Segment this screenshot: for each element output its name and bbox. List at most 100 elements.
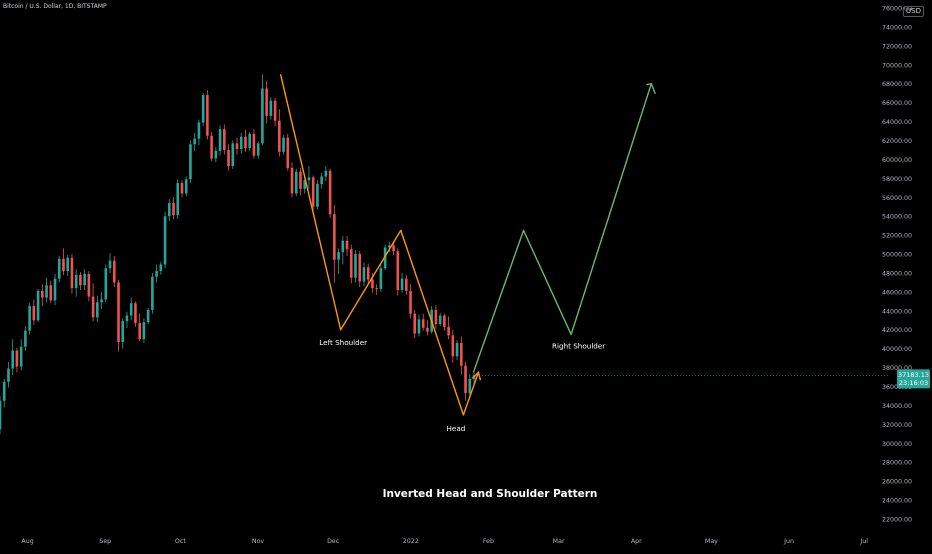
- y-tick-label: 72000.00: [882, 43, 912, 50]
- candle: [354, 250, 357, 283]
- candle: [366, 263, 370, 284]
- y-tick-label: 50000.00: [882, 252, 912, 259]
- candle: [278, 109, 281, 157]
- candle: [66, 254, 70, 276]
- candle: [79, 272, 82, 290]
- candle: [138, 313, 141, 342]
- y-tick-label: 34000.00: [882, 403, 912, 410]
- y-tick-label: 42000.00: [882, 327, 912, 334]
- candle: [36, 289, 40, 323]
- candle: [244, 130, 247, 152]
- candle: [100, 291, 103, 309]
- candle: [24, 325, 27, 351]
- candle: [290, 162, 294, 198]
- candle: [19, 339, 23, 371]
- candles: [0, 74, 476, 434]
- candle: [421, 313, 425, 331]
- y-tick-label: 40000.00: [882, 346, 912, 353]
- candle: [223, 124, 226, 155]
- candle: [159, 261, 163, 275]
- x-tick-label: Jul: [859, 538, 868, 545]
- candle: [108, 253, 112, 273]
- candle: [32, 299, 36, 326]
- candle: [404, 274, 408, 295]
- candle: [451, 329, 455, 363]
- candle: [464, 361, 467, 401]
- chart-title: Inverted Head and Shoulder Pattern: [383, 488, 598, 500]
- candle: [155, 264, 158, 283]
- y-tick-label: 76000.00: [882, 6, 912, 13]
- candle: [125, 311, 129, 328]
- candle: [468, 374, 472, 397]
- candle: [134, 301, 137, 327]
- candle: [112, 255, 116, 288]
- candle: [396, 248, 400, 296]
- candle: [142, 318, 146, 343]
- x-tick-label: Feb: [483, 538, 494, 545]
- candle: [392, 241, 395, 255]
- candle: [197, 119, 201, 146]
- x-tick-label: Dec: [327, 538, 340, 545]
- candle: [146, 307, 150, 325]
- y-tick-label: 46000.00: [882, 289, 912, 296]
- y-tick-label: 28000.00: [882, 460, 912, 467]
- price-tag-countdown: 23:16:03: [899, 379, 928, 387]
- y-tick-label: 74000.00: [882, 24, 912, 31]
- y-axis[interactable]: 22000.00 24000.00 26000.00 28000.00 30000.00…: [882, 6, 912, 524]
- currency-badge[interactable]: USD: [903, 6, 924, 17]
- candle: [172, 197, 175, 220]
- candle: [83, 269, 86, 290]
- candle: [0, 395, 2, 434]
- annotation-label: Right Shoulder: [552, 342, 605, 351]
- price-tag-box: [897, 369, 930, 389]
- candle: [121, 318, 125, 349]
- candle: [443, 313, 446, 331]
- candle: [320, 172, 323, 189]
- candle: [167, 199, 171, 221]
- y-tick-label: 26000.00: [882, 479, 912, 486]
- candle: [328, 168, 332, 219]
- candle: [117, 279, 120, 352]
- x-tick-label: May: [705, 538, 718, 545]
- x-tick-label: 2022: [403, 538, 419, 545]
- candle: [256, 141, 260, 159]
- candle: [184, 176, 188, 197]
- candle: [349, 244, 353, 284]
- candle: [455, 340, 459, 361]
- x-axis[interactable]: Aug Sep Oct Nov Dec 2022 Feb Mar Apr May Jun Jul: [21, 538, 868, 545]
- candle: [345, 236, 349, 256]
- candle: [379, 264, 383, 292]
- candle: [163, 211, 167, 269]
- candle: [87, 271, 91, 302]
- candle: [324, 166, 328, 182]
- annotations: Left Shoulder Head Right Shoulder: [319, 338, 605, 433]
- candle: [294, 168, 298, 197]
- candle: [28, 303, 31, 335]
- candle: [252, 129, 256, 159]
- candle: [214, 147, 218, 163]
- candle: [316, 180, 319, 210]
- x-tick-label: Nov: [252, 538, 265, 545]
- candle: [210, 131, 213, 162]
- candle: [460, 336, 463, 375]
- candle: [333, 204, 336, 283]
- candle: [265, 80, 268, 124]
- candle: [307, 166, 311, 189]
- candle: [2, 378, 6, 408]
- candle: [151, 272, 154, 314]
- y-tick-label: 62000.00: [882, 138, 912, 145]
- candle: [11, 339, 14, 376]
- candle: [41, 284, 44, 307]
- candle: [45, 277, 48, 303]
- candle: [49, 280, 53, 304]
- candle: [15, 347, 19, 373]
- symbol-title: Bitcoin / U.S. Dollar, 1D, BITSTAMP: [3, 3, 107, 10]
- candle: [62, 248, 65, 275]
- x-tick-label: Sep: [99, 538, 111, 545]
- candle: [426, 320, 429, 336]
- y-tick-label: 52000.00: [882, 233, 912, 240]
- candle: [227, 144, 230, 171]
- candle: [231, 140, 235, 169]
